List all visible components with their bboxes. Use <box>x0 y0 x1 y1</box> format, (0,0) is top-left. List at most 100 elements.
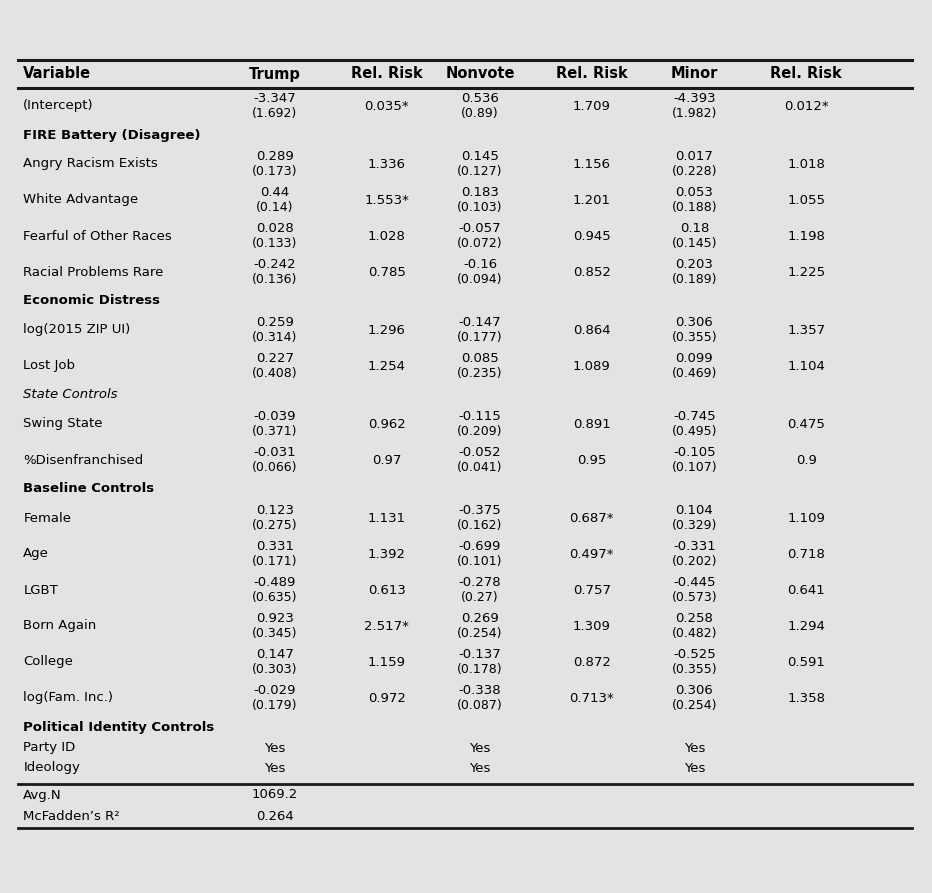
Text: 0.945: 0.945 <box>573 230 610 243</box>
Text: -0.338: -0.338 <box>459 683 501 697</box>
Text: 1.198: 1.198 <box>788 230 825 243</box>
Text: log(2015 ZIP UI): log(2015 ZIP UI) <box>23 323 130 337</box>
Text: FIRE Battery (Disagree): FIRE Battery (Disagree) <box>23 129 200 141</box>
Text: 1.709: 1.709 <box>573 99 610 113</box>
Text: 1.296: 1.296 <box>368 323 405 337</box>
Text: 0.613: 0.613 <box>368 583 405 597</box>
Text: 0.687*: 0.687* <box>569 512 614 524</box>
Text: (1.982): (1.982) <box>672 107 717 121</box>
Text: Nonvote: Nonvote <box>445 66 514 81</box>
Text: Female: Female <box>23 512 72 524</box>
Text: (0.303): (0.303) <box>253 663 297 676</box>
Text: 0.017: 0.017 <box>676 150 713 163</box>
Text: Born Again: Born Again <box>23 620 97 632</box>
Text: (0.14): (0.14) <box>256 202 294 214</box>
Text: (0.469): (0.469) <box>672 367 717 380</box>
Text: (0.482): (0.482) <box>672 628 717 640</box>
Text: 0.145: 0.145 <box>461 150 499 163</box>
Text: -0.242: -0.242 <box>254 257 296 271</box>
Text: Angry Racism Exists: Angry Racism Exists <box>23 157 158 171</box>
Text: (0.329): (0.329) <box>672 520 717 532</box>
Text: Political Identity Controls: Political Identity Controls <box>23 721 214 733</box>
Text: 0.264: 0.264 <box>256 811 294 823</box>
Text: -0.031: -0.031 <box>254 446 296 459</box>
Text: 1.055: 1.055 <box>788 194 825 206</box>
Text: -0.057: -0.057 <box>459 221 501 235</box>
Text: Avg.N: Avg.N <box>23 789 62 802</box>
Text: 1069.2: 1069.2 <box>252 789 298 802</box>
Text: 1.089: 1.089 <box>573 360 610 372</box>
Text: 0.972: 0.972 <box>368 691 405 705</box>
Text: 0.035*: 0.035* <box>364 99 409 113</box>
Text: 1.254: 1.254 <box>368 360 405 372</box>
Text: (0.041): (0.041) <box>458 462 502 474</box>
Text: 0.227: 0.227 <box>256 352 294 364</box>
Text: 0.289: 0.289 <box>256 150 294 163</box>
Text: 0.641: 0.641 <box>788 583 825 597</box>
Text: LGBT: LGBT <box>23 583 58 597</box>
Text: Party ID: Party ID <box>23 741 75 755</box>
Text: Rel. Risk: Rel. Risk <box>771 66 842 81</box>
Text: -0.105: -0.105 <box>673 446 716 459</box>
Text: 0.306: 0.306 <box>676 315 713 329</box>
Text: (0.087): (0.087) <box>457 699 503 713</box>
Text: 0.97: 0.97 <box>372 454 402 466</box>
Text: Yes: Yes <box>265 741 285 755</box>
Text: -0.745: -0.745 <box>673 410 716 422</box>
Text: (0.173): (0.173) <box>253 165 297 179</box>
Text: (0.27): (0.27) <box>461 591 499 605</box>
Text: 0.18: 0.18 <box>679 221 709 235</box>
Text: (0.408): (0.408) <box>253 367 297 380</box>
Text: (0.103): (0.103) <box>458 202 502 214</box>
Text: -0.699: -0.699 <box>459 539 501 553</box>
Text: (0.188): (0.188) <box>672 202 717 214</box>
Text: Fearful of Other Races: Fearful of Other Races <box>23 230 172 243</box>
Text: -0.445: -0.445 <box>673 576 716 588</box>
Text: 0.331: 0.331 <box>256 539 294 553</box>
Text: -3.347: -3.347 <box>254 92 296 104</box>
Text: 1.156: 1.156 <box>573 157 610 171</box>
Text: Variable: Variable <box>23 66 91 81</box>
Text: Baseline Controls: Baseline Controls <box>23 482 155 496</box>
Text: Lost Job: Lost Job <box>23 360 75 372</box>
Text: 1.201: 1.201 <box>573 194 610 206</box>
Text: (1.692): (1.692) <box>253 107 297 121</box>
Text: 0.012*: 0.012* <box>784 99 829 113</box>
Text: Yes: Yes <box>265 762 285 774</box>
Text: 1.336: 1.336 <box>368 157 405 171</box>
Text: -0.331: -0.331 <box>673 539 716 553</box>
Text: -0.489: -0.489 <box>254 576 296 588</box>
Text: Ideology: Ideology <box>23 762 80 774</box>
Text: (0.209): (0.209) <box>458 425 502 438</box>
Text: (0.101): (0.101) <box>458 555 502 569</box>
Text: College: College <box>23 655 74 669</box>
Text: (0.235): (0.235) <box>458 367 502 380</box>
Text: 0.864: 0.864 <box>573 323 610 337</box>
Text: (0.635): (0.635) <box>253 591 297 605</box>
Text: -0.029: -0.029 <box>254 683 296 697</box>
Text: (0.162): (0.162) <box>458 520 502 532</box>
Text: 0.95: 0.95 <box>577 454 607 466</box>
Text: log(Fam. Inc.): log(Fam. Inc.) <box>23 691 114 705</box>
Text: 1.109: 1.109 <box>788 512 825 524</box>
Text: -0.525: -0.525 <box>673 647 716 661</box>
Text: 1.159: 1.159 <box>368 655 405 669</box>
Text: 0.085: 0.085 <box>461 352 499 364</box>
Text: 1.309: 1.309 <box>573 620 610 632</box>
Text: McFadden’s R²: McFadden’s R² <box>23 811 120 823</box>
Text: (0.133): (0.133) <box>253 238 297 250</box>
Text: 1.018: 1.018 <box>788 157 825 171</box>
Text: 0.269: 0.269 <box>461 612 499 624</box>
Text: 0.962: 0.962 <box>368 418 405 430</box>
Text: 0.147: 0.147 <box>256 647 294 661</box>
Text: State Controls: State Controls <box>23 388 117 402</box>
Text: (0.127): (0.127) <box>458 165 502 179</box>
Text: (0.178): (0.178) <box>458 663 502 676</box>
Text: 0.852: 0.852 <box>573 265 610 279</box>
Text: -0.375: -0.375 <box>459 504 501 516</box>
Text: (0.145): (0.145) <box>672 238 717 250</box>
Text: 0.183: 0.183 <box>461 186 499 198</box>
Text: 0.757: 0.757 <box>573 583 610 597</box>
Text: 0.718: 0.718 <box>788 547 825 561</box>
Text: 1.225: 1.225 <box>788 265 825 279</box>
